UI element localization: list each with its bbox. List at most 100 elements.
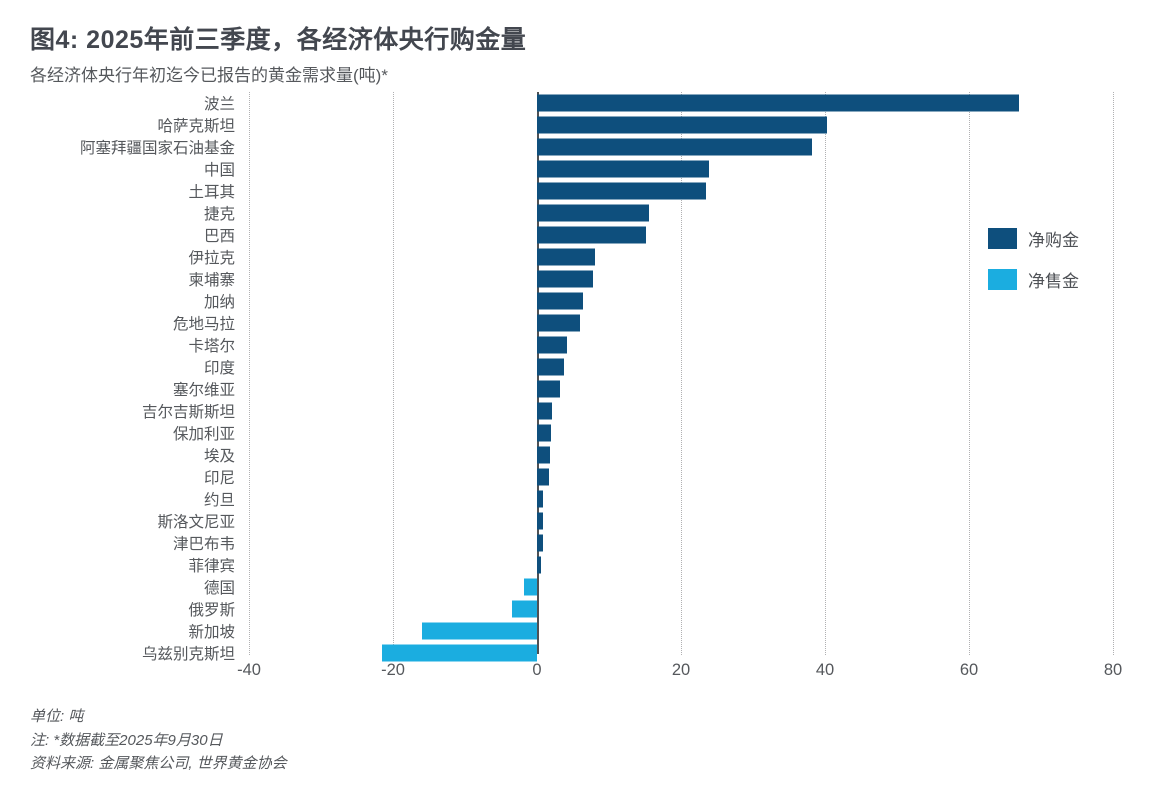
bar-row: 保加利亚 [30, 422, 1113, 444]
bar [537, 534, 543, 552]
category-label: 塞尔维亚 [172, 382, 235, 399]
bar-row: 加纳 [30, 290, 1113, 312]
bar [537, 314, 581, 332]
x-axis-tick-label: 40 [815, 661, 835, 679]
bar-cell [249, 510, 1113, 532]
bar-cell [249, 378, 1113, 400]
bar [537, 182, 707, 200]
bar-cell [249, 444, 1113, 466]
category-label: 德国 [203, 580, 235, 597]
category-label: 伊拉克 [188, 250, 235, 267]
bar-cell [249, 422, 1113, 444]
category-label: 危地马拉 [172, 316, 235, 333]
bar-cell [249, 114, 1113, 136]
bar-row: 约旦 [30, 488, 1113, 510]
bar-cell [249, 312, 1113, 334]
bar-row: 吉尔吉斯斯坦 [30, 400, 1113, 422]
category-label: 俄罗斯 [188, 602, 235, 619]
bar-cell [249, 334, 1113, 356]
bar-row: 哈萨克斯坦 [30, 114, 1113, 136]
bar [537, 292, 584, 310]
bar-cell [249, 158, 1113, 180]
bar-rows: 波兰 哈萨克斯坦 阿塞拜疆国家石油基金 中国 土耳其 捷克 巴西 伊拉克 柬埔寨 加纳 危地马拉 卡塔… [30, 92, 1113, 663]
bar [537, 248, 596, 266]
category-label: 加纳 [203, 294, 235, 311]
bar [537, 490, 543, 508]
bar-cell [249, 290, 1113, 312]
bar [537, 380, 561, 398]
legend-label-net-sales: 净售金 [1028, 272, 1079, 291]
bar-row: 伊拉克 [30, 246, 1113, 268]
legend: 净购金 净售金 [988, 226, 1079, 308]
bar-cell [249, 554, 1113, 576]
bar [537, 556, 542, 574]
bar-row: 菲律宾 [30, 554, 1113, 576]
category-label: 菲律宾 [188, 558, 235, 575]
gridline [825, 92, 826, 655]
bar-cell [249, 598, 1113, 620]
bar-row: 新加坡 [30, 620, 1113, 642]
bar-row: 捷克 [30, 202, 1113, 224]
bar [537, 204, 649, 222]
bar-cell [249, 488, 1113, 510]
bar-row: 阿塞拜疆国家石油基金 [30, 136, 1113, 158]
category-label: 约旦 [203, 492, 235, 509]
footer-unit: 单位: 吨 [30, 708, 84, 725]
chart-subtitle: 各经济体央行年初迄今已报告的黄金需求量(吨)* [30, 66, 388, 85]
category-label: 巴西 [203, 228, 235, 245]
bar-cell [249, 356, 1113, 378]
bar [537, 226, 647, 244]
bar [537, 358, 565, 376]
bar-cell [249, 466, 1113, 488]
bar-chart: 波兰 哈萨克斯坦 阿塞拜疆国家石油基金 中国 土耳其 捷克 巴西 伊拉克 柬埔寨 加纳 危地马拉 卡塔… [30, 92, 1122, 679]
bar-row: 埃及 [30, 444, 1113, 466]
bar [511, 600, 537, 618]
category-label: 印度 [203, 360, 235, 377]
bar-row: 印度 [30, 356, 1113, 378]
bar-cell [249, 268, 1113, 290]
x-axis-tick-label: -40 [237, 661, 261, 679]
category-label: 波兰 [203, 96, 235, 113]
bar [537, 94, 1020, 112]
gridline [1113, 92, 1114, 655]
gridline [969, 92, 970, 655]
bar [537, 468, 549, 486]
bar-cell [249, 136, 1113, 158]
bar [537, 402, 553, 420]
category-label: 土耳其 [188, 184, 235, 201]
category-label: 乌兹别克斯坦 [141, 646, 235, 663]
category-label: 埃及 [203, 448, 235, 465]
bar-cell [249, 224, 1113, 246]
category-label: 哈萨克斯坦 [157, 118, 235, 135]
bar-cell [249, 180, 1113, 202]
bar [537, 270, 594, 288]
gridline [681, 92, 682, 655]
bar-cell [249, 620, 1113, 642]
x-axis: -40 -20 0 20 40 60 80 [237, 661, 1122, 685]
category-label: 斯洛文尼亚 [157, 514, 235, 531]
bar-row: 柬埔寨 [30, 268, 1113, 290]
footer-source: 资料来源: 金属聚焦公司, 世界黄金协会 [30, 755, 287, 772]
category-label: 新加坡 [188, 624, 235, 641]
bar-cell [249, 202, 1113, 224]
bar-row: 巴西 [30, 224, 1113, 246]
bar [421, 622, 537, 640]
bar-row: 德国 [30, 576, 1113, 598]
x-axis-tick-label: 20 [671, 661, 691, 679]
category-label: 保加利亚 [172, 426, 235, 443]
bar-row: 土耳其 [30, 180, 1113, 202]
category-label: 阿塞拜疆国家石油基金 [79, 140, 235, 157]
net-purchases-swatch-icon [988, 228, 1017, 249]
bar-row: 乌兹别克斯坦 [30, 642, 1113, 664]
bar-row: 俄罗斯 [30, 598, 1113, 620]
footer-note: 注: *数据截至2025年9月30日 [30, 731, 223, 749]
bar [537, 336, 568, 354]
bar [524, 578, 537, 596]
x-axis-tick-label: -20 [381, 661, 405, 679]
legend-item-net-sales: 净售金 [988, 267, 1079, 292]
bar-cell [249, 642, 1113, 664]
category-label: 印尼 [203, 470, 235, 487]
legend-item-net-purchases: 净购金 [988, 226, 1079, 251]
bar [537, 424, 551, 442]
bar [382, 644, 537, 662]
